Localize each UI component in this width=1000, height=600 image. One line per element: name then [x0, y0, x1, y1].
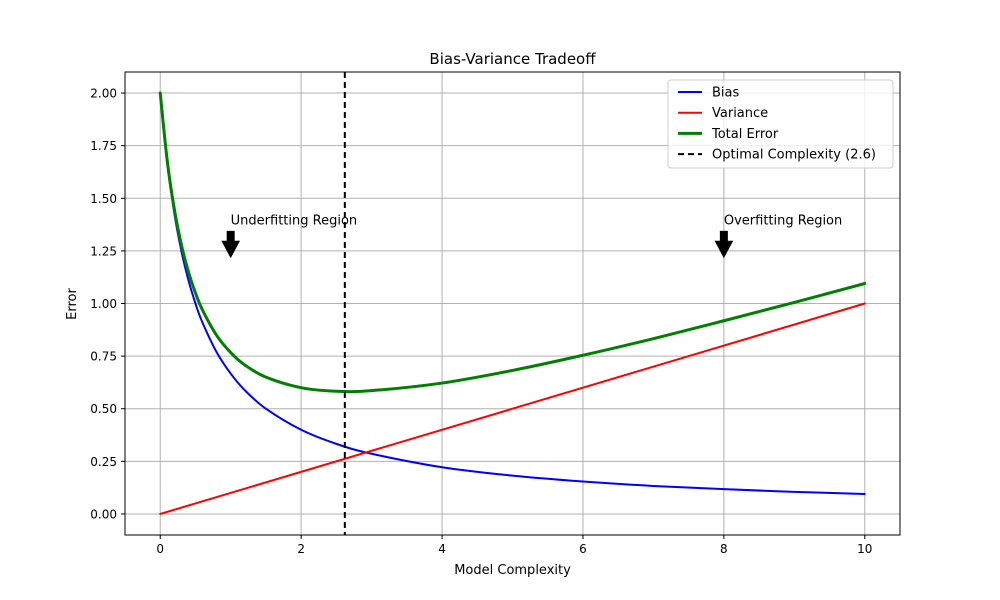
x-tick-label: 6 — [579, 542, 587, 556]
x-tick-label: 10 — [857, 542, 872, 556]
series-line-total-error — [158, 91, 867, 394]
y-axis-label: Error — [65, 288, 80, 320]
y-tick-label: 0.00 — [90, 507, 117, 521]
series-line-variance — [159, 302, 866, 515]
annotation-arrow — [221, 230, 241, 259]
y-tick-label: 1.75 — [90, 139, 117, 153]
legend: Bias Variance Total Error Optimal Complexit… — [667, 79, 894, 169]
y-tick-label: 1.50 — [90, 192, 117, 206]
plot-lines — [158, 72, 867, 535]
legend-label: Optimal Complexity (2.6) — [712, 148, 876, 163]
chart-title: Bias-Variance Tradeoff — [429, 50, 596, 68]
legend-label: Variance — [712, 106, 768, 121]
x-tick-label: 4 — [438, 542, 446, 556]
x-tick-label: 0 — [156, 542, 164, 556]
y-tick-label: 0.25 — [90, 455, 117, 469]
grid — [125, 72, 900, 535]
y-tick-label: 2.00 — [90, 87, 117, 101]
legend-box — [667, 79, 894, 169]
legend-label: Bias — [712, 86, 739, 101]
legend-label: Total Error — [711, 127, 779, 142]
annotation-label: Overfitting Region — [724, 213, 842, 228]
x-axis-label: Model Complexity — [454, 563, 571, 578]
ticks: 0 2 4 6 8 10 0.00 0.25 0.50 0.75 1.00 1.25 1.50 1.75 2… — [90, 87, 872, 556]
y-tick-label: 0.75 — [90, 350, 117, 364]
x-tick-label: 8 — [720, 542, 728, 556]
series-line-bias — [159, 92, 866, 495]
annotation-label: Underfitting Region — [231, 213, 357, 228]
y-tick-label: 1.00 — [90, 297, 117, 311]
annotations: Underfitting Region Overfitting Region — [221, 213, 842, 259]
y-tick-label: 1.25 — [90, 244, 117, 258]
x-tick-label: 2 — [297, 542, 305, 556]
y-tick-label: 0.50 — [90, 402, 117, 416]
annotation-arrow — [714, 230, 734, 259]
